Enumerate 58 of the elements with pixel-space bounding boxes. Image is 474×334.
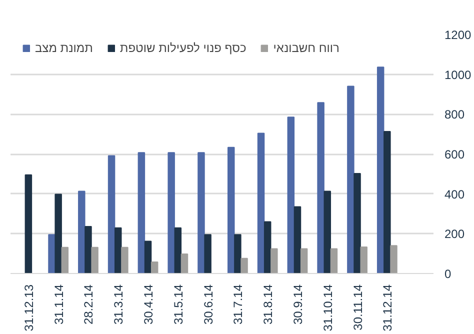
x-tick-label: 31.12.14	[380, 284, 395, 332]
legend-label: כסף פנוי לפעילות שוטפת	[120, 41, 246, 55]
legend-label: רווח חשבונאי	[273, 41, 340, 55]
bar	[264, 221, 272, 274]
bar	[144, 240, 152, 274]
x-tick-label: 28.2.14	[82, 284, 96, 325]
x-tick-label: 31.1.14	[52, 284, 66, 325]
bar	[234, 234, 242, 274]
bar	[324, 190, 331, 274]
bar	[347, 86, 354, 274]
bar	[108, 155, 116, 274]
bar	[227, 146, 235, 274]
y-tick-label: 1200	[444, 28, 472, 42]
y-tick-label: 400	[444, 187, 465, 202]
bar	[174, 227, 182, 274]
bar	[121, 246, 128, 274]
bar	[180, 253, 188, 274]
bar	[390, 245, 398, 274]
x-tick-label: 30.9.14	[290, 284, 305, 325]
bar	[150, 261, 158, 274]
x-tick-label: 30.6.14	[201, 284, 216, 325]
bar	[330, 248, 338, 274]
x-tick-label: 31.8.14	[261, 284, 276, 325]
x-tick-label: 30.4.14	[142, 284, 156, 325]
bar	[84, 226, 92, 274]
bar	[294, 206, 302, 274]
bar	[54, 194, 62, 274]
bar	[257, 132, 265, 274]
x-tick-label: 31.3.14	[112, 284, 126, 325]
bar	[376, 66, 384, 274]
y-tick-label: 200	[444, 227, 465, 242]
x-tick-label: 31.10.14	[320, 284, 335, 332]
x-tick-label: 30.11.14	[350, 284, 365, 330]
x-tick-label: 31.7.14	[231, 284, 246, 325]
x-tick-label: 31.5.14	[171, 284, 186, 325]
bar	[198, 152, 205, 274]
bar	[240, 258, 248, 274]
y-tick-label: 0	[444, 267, 452, 281]
bar	[270, 248, 278, 274]
y-tick-label: 1000	[444, 68, 472, 82]
y-tick-label: 800	[444, 108, 465, 122]
legend-label: תמונת מצב	[35, 41, 93, 55]
bar	[61, 246, 69, 274]
bar	[354, 173, 361, 274]
bar	[300, 248, 308, 274]
bar	[384, 130, 391, 274]
bar	[114, 227, 122, 274]
y-tick-label: 600	[444, 148, 465, 162]
bar	[204, 234, 212, 274]
bar	[317, 102, 324, 274]
x-tick-label: 31.12.13	[22, 284, 36, 332]
bar	[168, 152, 175, 274]
bar	[78, 190, 86, 274]
bar	[91, 246, 98, 274]
bar	[360, 246, 368, 274]
bar	[287, 116, 295, 274]
bar	[24, 174, 32, 274]
bar	[138, 152, 146, 274]
